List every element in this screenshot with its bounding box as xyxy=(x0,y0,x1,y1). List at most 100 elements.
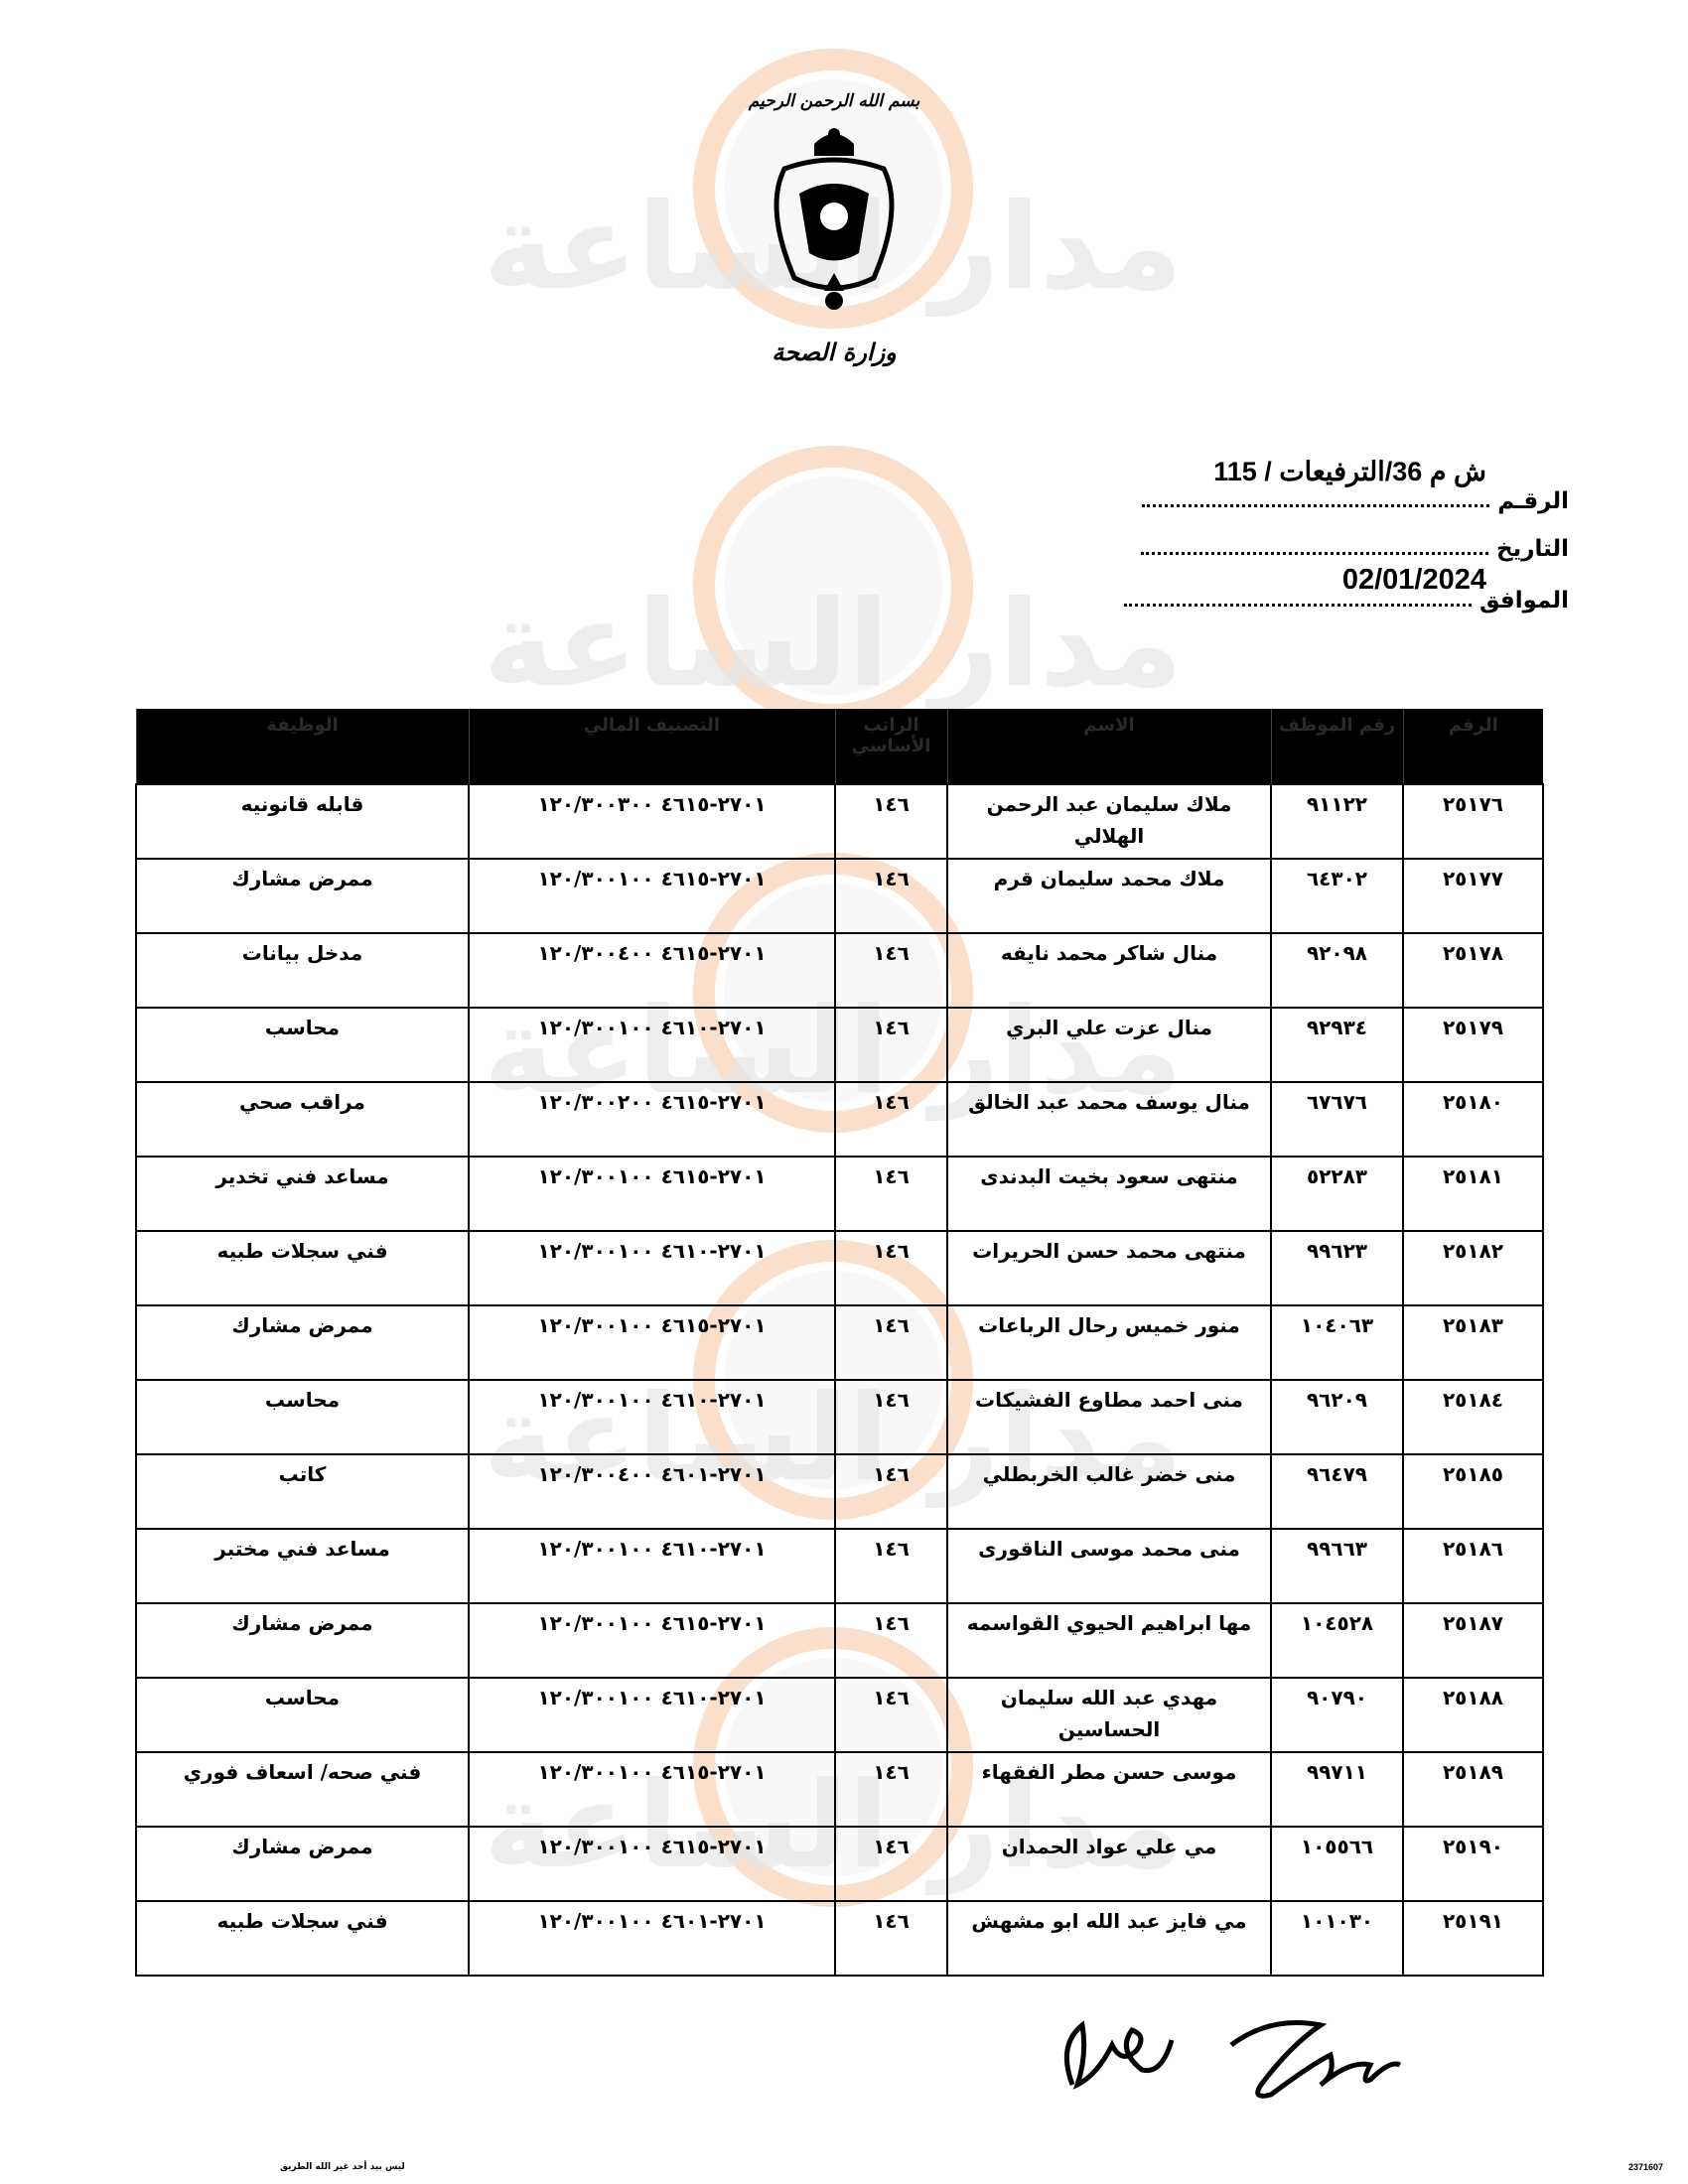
promotions-table: الرقم رقم الموظف الاسم الراتب الأساسي التصني… xyxy=(135,709,1544,1977)
table-row: ٢٥١٧٩ ٩٢٩٣٤ منال عزت علي البري ١٤٦ ٢٧٠١-٤٦١٠… xyxy=(135,1007,1544,1083)
cell-employee-number: ١٠٤٥٢٨ xyxy=(1270,1602,1404,1679)
footer-code: 2371607 xyxy=(1628,2162,1664,2172)
cell-name: منال شاكر محمد نايفه xyxy=(946,932,1272,1009)
cell-classification-code: ٢٧٠١-٤٦١٠ ١٢٠/٣٠٠١٠٠ xyxy=(468,1379,836,1455)
cell-name: منتهى محمد حسن الحريرات xyxy=(946,1230,1272,1306)
cell-employee-number: ٩١١٢٢ xyxy=(1270,783,1404,860)
table-header-row: الرقم رقم الموظف الاسم الراتب الأساسي التصني… xyxy=(135,709,1543,784)
cell-classification-code: ٢٧٠١-٤٦١٥ ١٢٠/٣٠٠١٠٠ xyxy=(468,858,836,934)
cell-employee-number: ٥٢٢٨٣ xyxy=(1270,1156,1404,1232)
header-employee-number: رقم الموظف xyxy=(1270,709,1403,784)
cell-serial: ٢٥١٨٥ xyxy=(1402,1453,1544,1530)
watermark-text: مدار الساعة xyxy=(484,576,1183,714)
date-value: 02/01/2024 xyxy=(1341,564,1486,596)
header-job-title: الوظيفة xyxy=(135,709,469,784)
table-row: ٢٥١٧٦ ٩١١٢٢ ملاك سليمان عبد الرحمن الهلالي… xyxy=(135,783,1544,860)
letterhead xyxy=(735,114,933,333)
cell-employee-number: ٩٢٩٣٤ xyxy=(1270,1007,1404,1083)
cell-name: ملاك محمد سليمان قرم xyxy=(946,858,1272,934)
signatures xyxy=(1063,2020,1402,2099)
cell-serial: ٢٥١٨١ xyxy=(1402,1156,1544,1232)
cell-job-title: محاسب xyxy=(135,1007,470,1083)
table-row: ٢٥١٨٦ ٩٩٦٦٣ منى محمد موسى الناقورى ١٤٦ ٢٧٠١-… xyxy=(135,1528,1544,1604)
cell-name: منور خميس رحال الرباعات xyxy=(946,1304,1272,1381)
cell-basic-salary: ١٤٦ xyxy=(834,1230,948,1306)
cell-job-title: مدخل بيانات xyxy=(135,932,470,1009)
table-row: ٢٥١٨٢ ٩٩٦٢٣ منتهى محمد حسن الحريرات ١٤٦ ٢٧٠١… xyxy=(135,1230,1544,1306)
signature-1 xyxy=(1063,2020,1175,2090)
corresponding-label: الموافق xyxy=(1478,588,1569,614)
corresponding-dotted-line xyxy=(1123,604,1472,607)
cell-classification-code: ٢٧٠١-٤٦١٠ ١٢٠/٣٠٠١٠٠ xyxy=(468,1528,836,1604)
cell-classification-code: ٢٧٠١-٤٦١٥ ١٢٠/٣٠٠١٠٠ xyxy=(468,1826,836,1902)
cell-classification-code: ٢٧٠١-٤٦١٥ ١٢٠/٣٠٠١٠٠ xyxy=(468,1304,836,1381)
signature-2 xyxy=(1229,2020,1402,2099)
cell-employee-number: ٩٢٠٩٨ xyxy=(1270,932,1404,1009)
cell-employee-number: ١٠١٠٣٠ xyxy=(1270,1900,1404,1977)
watermark-clock-ring xyxy=(693,446,973,726)
cell-basic-salary: ١٤٦ xyxy=(834,1081,948,1158)
header-serial: الرقم xyxy=(1402,709,1543,784)
table-row: ٢٥١٧٧ ٦٤٣٠٢ ملاك محمد سليمان قرم ١٤٦ ٢٧٠١-٤٦… xyxy=(135,858,1544,934)
cell-name: منى محمد موسى الناقورى xyxy=(946,1528,1272,1604)
cell-name: مها ابراهيم الحيوي القواسمه xyxy=(946,1602,1272,1679)
cell-employee-number: ٩٩٦٢٣ xyxy=(1270,1230,1404,1306)
date-field: التاريخ xyxy=(1141,536,1569,562)
cell-classification-code: ٢٧٠١-٤٦٠١ ١٢٠/٣٠٠١٠٠ xyxy=(468,1900,836,1977)
cell-serial: ٢٥١٧٦ xyxy=(1402,783,1544,860)
cell-employee-number: ١٠٤٠٦٣ xyxy=(1270,1304,1404,1381)
table-row: ٢٥١٨٩ ٩٩٧١١ موسى حسن مطر الفقهاء ١٤٦ ٢٧٠١-٤٦… xyxy=(135,1751,1544,1828)
cell-basic-salary: ١٤٦ xyxy=(834,932,948,1009)
table-row: ٢٥١٧٨ ٩٢٠٩٨ منال شاكر محمد نايفه ١٤٦ ٢٧٠١-٤٦… xyxy=(135,932,1544,1009)
cell-job-title: مساعد فني تخدير xyxy=(135,1156,470,1232)
cell-name: مي فايز عبد الله ابو مشهش xyxy=(946,1900,1272,1977)
cell-job-title: قابله قانونيه xyxy=(135,783,470,860)
date-label: التاريخ xyxy=(1496,536,1569,562)
cell-job-title: محاسب xyxy=(135,1379,470,1455)
table-row: ٢٥١٨٠ ٦٧٦٧٦ منال يوسف محمد عبد الخالق ١٤٦ ٢٧… xyxy=(135,1081,1544,1158)
cell-employee-number: ١٠٥٥٦٦ xyxy=(1270,1826,1404,1902)
cell-serial: ٢٥١٧٨ xyxy=(1402,932,1544,1009)
cell-name: منى احمد مطاوع الفشيكات xyxy=(946,1379,1272,1455)
cell-basic-salary: ١٤٦ xyxy=(834,1900,948,1977)
number-dotted-line xyxy=(1142,504,1490,507)
cell-basic-salary: ١٤٦ xyxy=(834,1528,948,1604)
reference-number: ش م 36/الترفيعات / 115 xyxy=(1213,457,1486,486)
header-name: الاسم xyxy=(946,709,1271,784)
cell-job-title: ممرض مشارك xyxy=(135,858,470,934)
cell-job-title: ممرض مشارك xyxy=(135,1826,470,1902)
cell-classification-code: ٢٧٠١-٤٦١٥ ١٢٠/٣٠٠٤٠٠ xyxy=(468,932,836,1009)
footer-text: ليس بيد أحد غير الله الطريق xyxy=(280,2162,405,2172)
cell-basic-salary: ١٤٦ xyxy=(834,1453,948,1530)
header-basic-salary: الراتب الأساسي xyxy=(834,709,947,784)
cell-job-title: مراقب صحي xyxy=(135,1081,470,1158)
cell-basic-salary: ١٤٦ xyxy=(834,1677,948,1753)
cell-name: مهدي عبد الله سليمان الحساسين xyxy=(946,1677,1272,1753)
cell-serial: ٢٥١٩٠ xyxy=(1402,1826,1544,1902)
cell-employee-number: ٩٩٦٦٣ xyxy=(1270,1528,1404,1604)
cell-basic-salary: ١٤٦ xyxy=(834,858,948,934)
cell-job-title: كاتب xyxy=(135,1453,470,1530)
cell-job-title: فني صحه/ اسعاف فوري xyxy=(135,1751,470,1828)
table-row: ٢٥١٩٠ ١٠٥٥٦٦ مي علي عواد الحمدان ١٤٦ ٢٧٠١-٤٦… xyxy=(135,1826,1544,1902)
cell-basic-salary: ١٤٦ xyxy=(834,1751,948,1828)
cell-employee-number: ٩٦٤٧٩ xyxy=(1270,1453,1404,1530)
cell-serial: ٢٥١٨٩ xyxy=(1402,1751,1544,1828)
ministry-name-calligraphy: وزارة الصحة xyxy=(772,338,897,366)
table-row: ٢٥١٨٥ ٩٦٤٧٩ منى خضر غالب الخربطلي ١٤٦ ٢٧٠١-٤… xyxy=(135,1453,1544,1530)
cell-basic-salary: ١٤٦ xyxy=(834,1602,948,1679)
cell-name: ملاك سليمان عبد الرحمن الهلالي xyxy=(946,783,1272,860)
table-row: ٢٥١٨٧ ١٠٤٥٢٨ مها ابراهيم الحيوي القواسمه ١٤… xyxy=(135,1602,1544,1679)
cell-classification-code: ٢٧٠١-٤٦١٥ ١٢٠/٣٠٠٣٠٠ xyxy=(468,783,836,860)
cell-classification-code: ٢٧٠١-٤٦١٠ ١٢٠/٣٠٠١٠٠ xyxy=(468,1230,836,1306)
date-dotted-line xyxy=(1141,552,1488,555)
table-row: ٢٥١٨٤ ٩٦٢٠٩ منى احمد مطاوع الفشيكات ١٤٦ ٢٧٠١… xyxy=(135,1379,1544,1455)
cell-serial: ٢٥١٧٩ xyxy=(1402,1007,1544,1083)
table-row: ٢٥١٩١ ١٠١٠٣٠ مي فايز عبد الله ابو مشهش ١٤٦ ٢… xyxy=(135,1900,1544,1977)
jordan-coat-of-arms-logo xyxy=(774,128,895,310)
cell-classification-code: ٢٧٠١-٤٦١٥ ١٢٠/٣٠٠٢٠٠ xyxy=(468,1081,836,1158)
cell-serial: ٢٥١٨٤ xyxy=(1402,1379,1544,1455)
cell-serial: ٢٥١٨٢ xyxy=(1402,1230,1544,1306)
cell-classification-code: ٢٧٠١-٤٦١٥ ١٢٠/٣٠٠١٠٠ xyxy=(468,1751,836,1828)
cell-employee-number: ٩٩٧١١ xyxy=(1270,1751,1404,1828)
